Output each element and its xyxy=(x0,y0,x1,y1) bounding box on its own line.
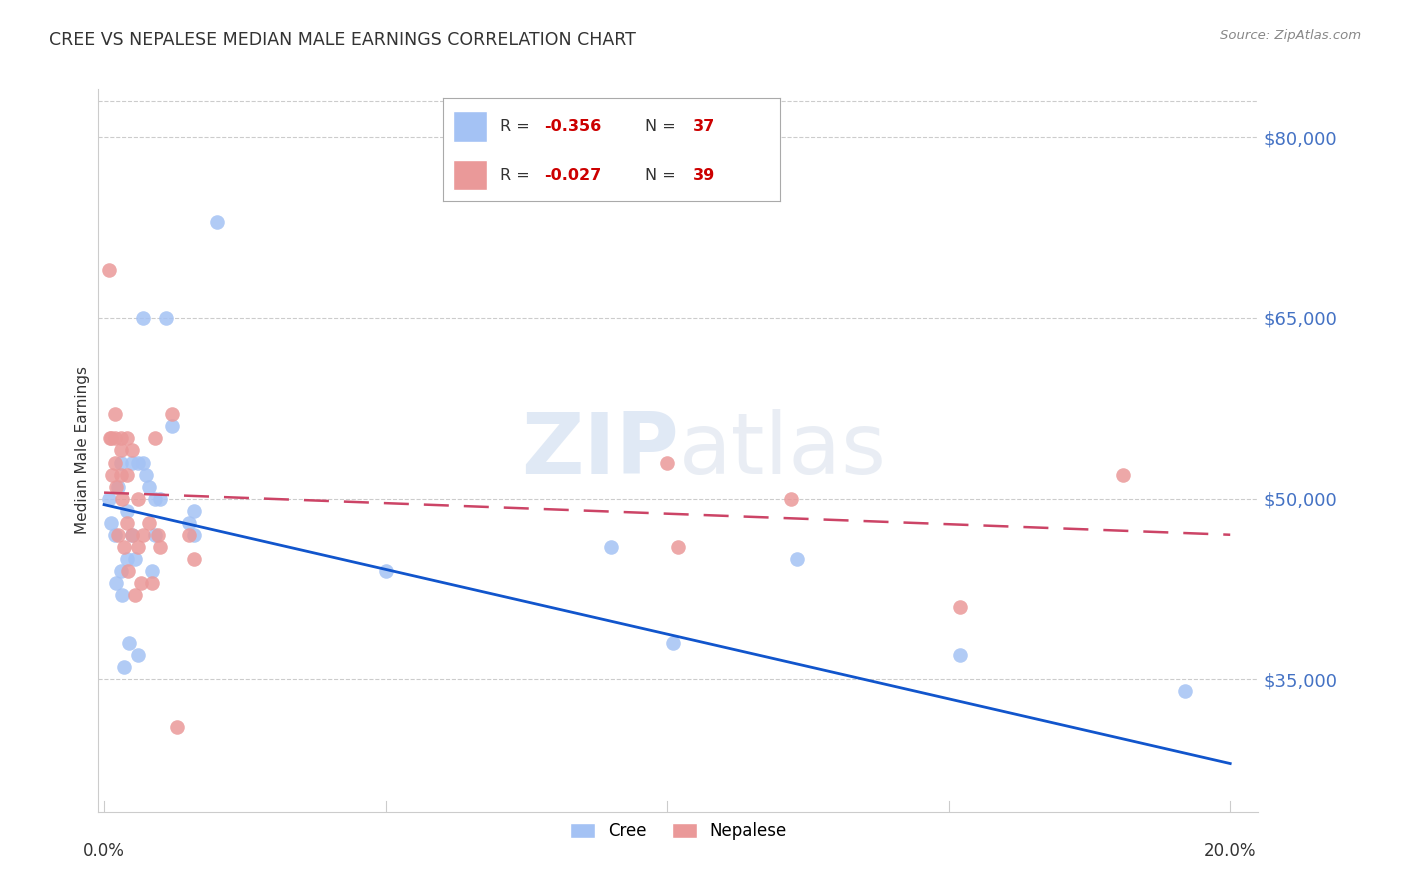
Point xyxy=(949,648,972,662)
Text: N =: N = xyxy=(645,168,682,183)
Point xyxy=(110,467,132,482)
Point xyxy=(100,431,122,445)
Point xyxy=(160,407,183,421)
Point xyxy=(666,540,689,554)
Point xyxy=(124,551,146,566)
Point xyxy=(143,491,166,506)
Point xyxy=(374,564,396,578)
Point xyxy=(107,527,129,541)
Point xyxy=(110,455,132,469)
Point xyxy=(129,576,152,591)
Point xyxy=(115,431,138,445)
Legend: Cree, Nepalese: Cree, Nepalese xyxy=(562,815,794,847)
Text: atlas: atlas xyxy=(678,409,886,492)
Text: -0.356: -0.356 xyxy=(544,120,602,135)
Point xyxy=(97,262,120,277)
Point xyxy=(949,599,972,614)
Point xyxy=(121,527,143,541)
Point xyxy=(112,660,135,674)
Text: R =: R = xyxy=(501,168,536,183)
Point xyxy=(111,491,134,506)
Point xyxy=(124,588,146,602)
Point xyxy=(121,455,143,469)
Point xyxy=(104,431,127,445)
Point xyxy=(110,564,132,578)
Point xyxy=(1174,684,1197,698)
Point xyxy=(127,491,149,506)
Text: 37: 37 xyxy=(693,120,714,135)
Point xyxy=(121,443,143,458)
Text: Source: ZipAtlas.com: Source: ZipAtlas.com xyxy=(1220,29,1361,42)
Point xyxy=(1112,467,1135,482)
Point xyxy=(786,551,808,566)
Point xyxy=(105,576,128,591)
Point xyxy=(127,540,149,554)
Point xyxy=(127,648,149,662)
Point xyxy=(105,479,128,493)
Point xyxy=(160,419,183,434)
Point xyxy=(205,214,228,228)
Point xyxy=(107,479,129,493)
Point xyxy=(117,564,139,578)
Point xyxy=(104,407,127,421)
FancyBboxPatch shape xyxy=(453,112,486,142)
Point xyxy=(104,527,127,541)
Point xyxy=(141,576,163,591)
Point xyxy=(177,527,200,541)
Point xyxy=(780,491,803,506)
Point xyxy=(110,431,132,445)
Point xyxy=(104,455,127,469)
Point xyxy=(599,540,621,554)
Text: CREE VS NEPALESE MEDIAN MALE EARNINGS CORRELATION CHART: CREE VS NEPALESE MEDIAN MALE EARNINGS CO… xyxy=(49,31,636,49)
Point xyxy=(149,540,172,554)
Text: 0.0%: 0.0% xyxy=(83,842,125,860)
Text: 39: 39 xyxy=(693,168,714,183)
Point xyxy=(661,636,683,650)
Point xyxy=(655,455,678,469)
Point xyxy=(101,467,124,482)
Point xyxy=(166,721,188,735)
Point xyxy=(112,540,135,554)
Text: ZIP: ZIP xyxy=(520,409,678,492)
Point xyxy=(141,564,163,578)
Point xyxy=(100,516,122,530)
Point xyxy=(155,310,177,325)
Point xyxy=(146,527,169,541)
Point xyxy=(132,527,155,541)
Point xyxy=(138,516,160,530)
Point xyxy=(135,467,157,482)
Point xyxy=(138,479,160,493)
Point xyxy=(115,516,138,530)
Text: -0.027: -0.027 xyxy=(544,168,602,183)
Text: R =: R = xyxy=(501,120,536,135)
Text: 20.0%: 20.0% xyxy=(1204,842,1257,860)
Point xyxy=(127,455,149,469)
Point xyxy=(183,551,205,566)
Point xyxy=(183,503,205,517)
Point xyxy=(143,527,166,541)
FancyBboxPatch shape xyxy=(453,160,486,190)
Y-axis label: Median Male Earnings: Median Male Earnings xyxy=(75,367,90,534)
Point xyxy=(121,527,143,541)
Point xyxy=(132,310,155,325)
Point xyxy=(132,455,155,469)
Point xyxy=(183,527,205,541)
Point xyxy=(111,588,134,602)
Point xyxy=(110,443,132,458)
Point xyxy=(143,431,166,445)
Text: N =: N = xyxy=(645,120,682,135)
Point xyxy=(115,467,138,482)
Point xyxy=(97,491,120,506)
Point xyxy=(118,636,141,650)
Point xyxy=(149,491,172,506)
Point xyxy=(115,551,138,566)
Point xyxy=(115,503,138,517)
Point xyxy=(177,516,200,530)
Point xyxy=(98,431,121,445)
